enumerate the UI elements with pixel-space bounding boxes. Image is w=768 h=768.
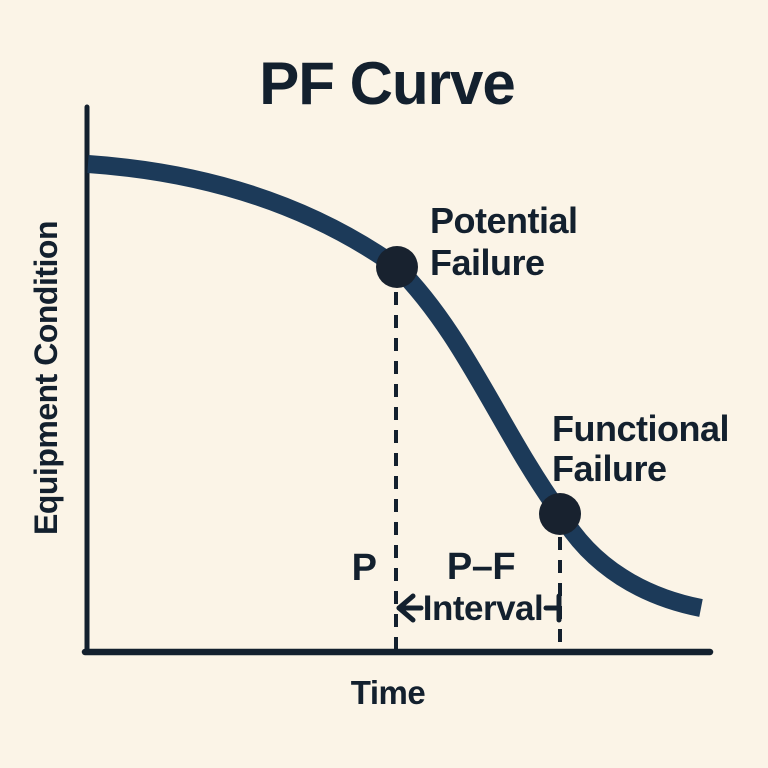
functional-failure-label-line2: Failure [552, 448, 667, 489]
y-axis-label: Equipment Condition [28, 221, 64, 535]
functional-failure-label: Functional Failure [552, 408, 730, 489]
pf-label: P–F [447, 546, 515, 588]
functional-failure-point [539, 493, 581, 535]
chart-title: PF Curve [259, 50, 514, 117]
potential-failure-label: Potential Failure [430, 200, 578, 283]
potential-failure-point [376, 246, 418, 288]
potential-failure-label-line2: Failure [430, 242, 545, 283]
pf-interval-annotation: Interval [396, 589, 562, 628]
potential-failure-label-line1: Potential [430, 200, 578, 241]
functional-failure-label-line1: Functional [552, 408, 729, 449]
x-axis-label: Time [351, 674, 426, 711]
equipment-condition-curve [87, 155, 703, 617]
interval-label: Interval [423, 589, 544, 628]
p-label: P [352, 547, 377, 589]
